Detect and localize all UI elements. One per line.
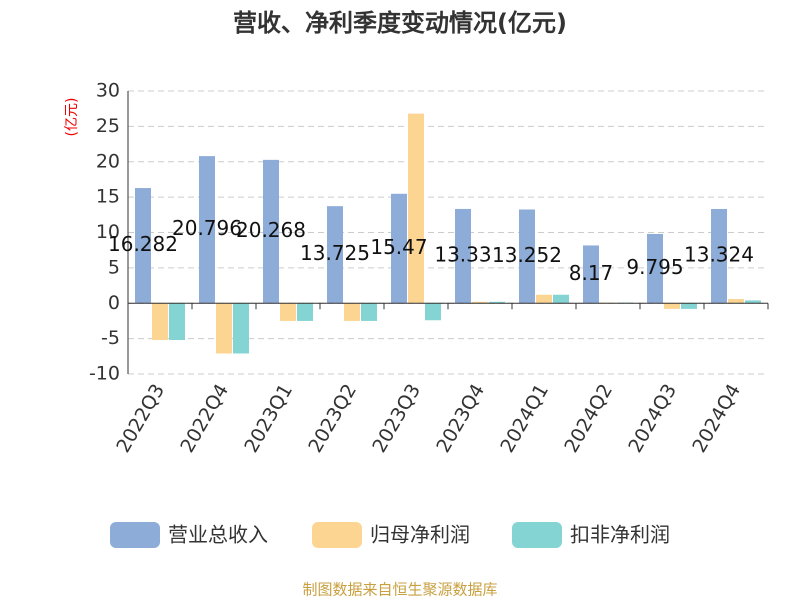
bar bbox=[169, 303, 185, 341]
bar bbox=[536, 294, 552, 304]
x-tick-label: 2022Q4 bbox=[176, 380, 233, 456]
x-tick-label: 2022Q3 bbox=[112, 380, 169, 456]
data-label: 16.282 bbox=[108, 232, 178, 256]
bar bbox=[455, 208, 471, 304]
data-label: 20.796 bbox=[172, 216, 242, 240]
bar bbox=[391, 193, 407, 304]
y-axis-label: (亿元) bbox=[64, 98, 80, 137]
bar bbox=[681, 303, 697, 309]
y-tick-label: -5 bbox=[101, 327, 120, 349]
bar bbox=[233, 303, 249, 354]
bar bbox=[728, 299, 744, 304]
bar bbox=[152, 303, 168, 341]
bar bbox=[216, 303, 232, 354]
bar bbox=[489, 301, 505, 304]
bar bbox=[745, 300, 761, 304]
data-label: 9.795 bbox=[626, 255, 683, 279]
bar bbox=[472, 301, 488, 304]
bar bbox=[408, 113, 424, 304]
y-tick-label: 0 bbox=[108, 292, 120, 314]
bar bbox=[263, 159, 279, 304]
legend-label: 扣非净利润 bbox=[570, 523, 670, 547]
bar bbox=[425, 303, 441, 321]
x-tick-label: 2023Q1 bbox=[240, 380, 297, 456]
x-tick-label: 2024Q3 bbox=[624, 380, 681, 456]
y-tick-label: 15 bbox=[96, 186, 120, 208]
bar bbox=[361, 303, 377, 321]
y-tick-label: 25 bbox=[96, 115, 120, 137]
legend-label: 营业总收入 bbox=[168, 523, 268, 547]
data-label: 13.725 bbox=[300, 241, 370, 265]
y-tick-label: -10 bbox=[89, 363, 120, 385]
data-label: 15.47 bbox=[370, 235, 427, 259]
legend-swatch bbox=[312, 522, 362, 548]
legend-swatch bbox=[512, 522, 562, 548]
data-label: 13.324 bbox=[684, 243, 754, 267]
data-label: 13.33 bbox=[434, 243, 491, 267]
y-tick-label: 20 bbox=[96, 150, 120, 172]
x-tick-label: 2024Q1 bbox=[496, 380, 553, 456]
bar bbox=[519, 209, 535, 304]
bar bbox=[297, 303, 313, 321]
x-tick-label: 2023Q2 bbox=[304, 380, 361, 456]
legend-label: 归母净利润 bbox=[370, 523, 470, 547]
x-tick-label: 2023Q4 bbox=[432, 380, 489, 456]
data-label: 13.252 bbox=[492, 243, 562, 267]
bar bbox=[647, 233, 663, 304]
x-tick-label: 2024Q4 bbox=[688, 380, 745, 456]
y-tick-label: 10 bbox=[96, 221, 120, 243]
bar bbox=[711, 208, 727, 304]
data-label: 20.268 bbox=[236, 218, 306, 242]
bar bbox=[583, 245, 599, 304]
bar bbox=[327, 206, 343, 304]
bar bbox=[664, 303, 680, 309]
bar bbox=[199, 156, 215, 304]
data-label: 8.17 bbox=[569, 261, 614, 285]
bar bbox=[280, 303, 296, 321]
bar bbox=[135, 188, 151, 304]
legend-swatch bbox=[110, 522, 160, 548]
bar bbox=[553, 294, 569, 304]
y-tick-label: 5 bbox=[108, 256, 120, 278]
x-tick-label: 2024Q2 bbox=[560, 380, 617, 456]
x-tick-label: 2023Q3 bbox=[368, 380, 425, 456]
chart-title: 营收、净利季度变动情况(亿元) bbox=[233, 9, 567, 37]
bar bbox=[344, 303, 360, 321]
source-note: 制图数据来自恒生聚源数据库 bbox=[302, 581, 497, 599]
y-tick-label: 30 bbox=[96, 80, 120, 102]
